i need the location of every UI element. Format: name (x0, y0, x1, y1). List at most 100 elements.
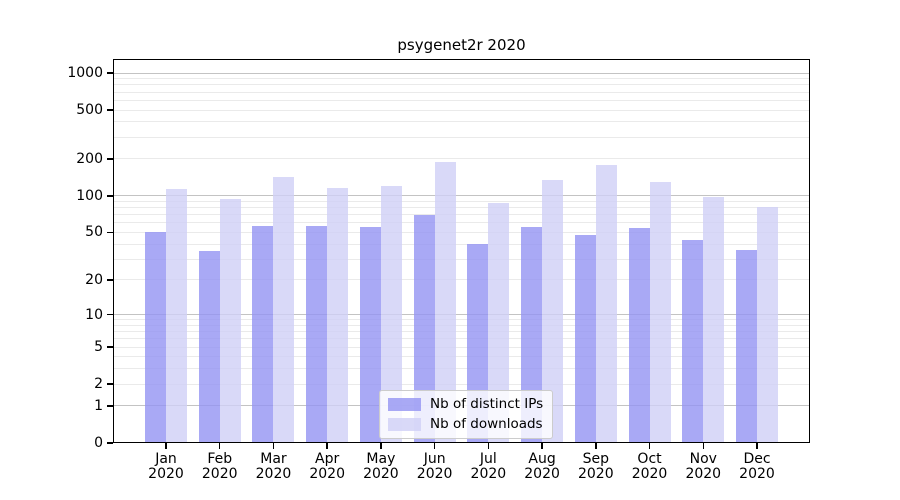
x-tick-mark (165, 443, 167, 449)
x-tick-mark (702, 443, 705, 449)
minor-gridline (113, 136, 810, 138)
bar-downloads-mar (273, 177, 295, 443)
legend: Nb of distinct IPs Nb of downloads (379, 390, 554, 439)
x-tick-mark (326, 443, 328, 449)
bar-distinct-ips-sep (574, 234, 596, 443)
y-tick-mark (107, 231, 113, 234)
y-tick-label: 10 (85, 306, 103, 323)
bar-distinct-ips-mar (252, 226, 274, 443)
minor-gridline (113, 99, 810, 101)
x-tick-label: Apr 2020 (309, 451, 345, 482)
x-tick-mark (541, 443, 543, 449)
plot-area: 0 1 2 5 10 20 50 100 200 500 1000 Jan 2020 Feb 2020… (67, 59, 810, 482)
minor-gridline (113, 231, 810, 233)
bar-downloads-aug (542, 179, 564, 443)
x-tick-label: Feb 2020 (201, 451, 238, 482)
minor-gridline (113, 78, 810, 80)
legend-label: Nb of distinct IPs (430, 396, 544, 412)
bar-distinct-ips-oct (628, 228, 650, 443)
minor-gridline (113, 279, 810, 281)
bar-downloads-may (380, 186, 402, 443)
y-tick-label: 100 (76, 187, 103, 204)
y-tick-mark (107, 109, 113, 111)
minor-gridline (113, 346, 810, 348)
bar-downloads-oct (649, 181, 671, 443)
x-tick-label: Jan 2020 (148, 451, 184, 482)
y-tick-mark (107, 442, 113, 444)
bar-distinct-ips-aug (521, 227, 543, 443)
bar-downloads-apr (327, 188, 349, 443)
minor-gridline (113, 356, 810, 358)
x-tick-mark (648, 443, 651, 449)
minor-gridline (113, 243, 810, 245)
x-tick-mark (218, 443, 221, 449)
y-tick-mark (107, 313, 113, 316)
y-tick-mark (107, 346, 113, 348)
y-tick-mark (107, 383, 113, 385)
chart-title: psygenet2r 2020 (397, 36, 526, 54)
bar-distinct-ips-dec (736, 249, 757, 443)
minor-gridline (113, 121, 810, 123)
y-tick-label: 5 (94, 339, 103, 356)
x-tick-label: Sep 2020 (577, 451, 614, 482)
legend-row: Nb of distinct IPs (388, 397, 543, 412)
bar-downloads-sep (595, 164, 617, 443)
minor-gridline (113, 207, 810, 209)
legend-row: Nb of downloads (388, 417, 543, 432)
bar-downloads-jun (434, 161, 456, 443)
x-tick-label: May 2020 (363, 451, 399, 482)
x-tick-label: Jul 2020 (470, 451, 507, 482)
minor-gridline (113, 324, 810, 326)
bar-downloads-feb (219, 198, 241, 443)
bar-distinct-ips-apr (306, 225, 328, 443)
y-tick-mark (107, 279, 113, 281)
bar-downloads-jan (166, 189, 187, 443)
y-tick-mark (107, 405, 113, 407)
legend-swatch-downloads (388, 418, 421, 431)
y-tick-label: 50 (85, 224, 103, 241)
x-tick-mark (380, 443, 382, 449)
minor-gridline (113, 383, 810, 385)
x-tick-mark (487, 443, 490, 449)
y-tick-label: 500 (76, 102, 103, 119)
y-tick-label: 0 (94, 435, 103, 451)
minor-gridline (113, 338, 810, 340)
minor-gridline (113, 91, 810, 93)
legend-swatch-distinct-ips (388, 398, 421, 411)
y-tick-label: 1000 (67, 65, 103, 81)
minor-gridline (113, 200, 810, 202)
y-tick-label: 20 (85, 271, 103, 288)
bar-distinct-ips-jun (413, 214, 435, 443)
y-tick-label: 1 (94, 397, 103, 414)
x-tick-mark (595, 443, 597, 449)
major-gridline (113, 314, 810, 316)
bar-distinct-ips-jan (145, 232, 166, 443)
major-gridline (113, 72, 810, 74)
minor-gridline (113, 222, 810, 224)
minor-gridline (113, 258, 810, 260)
bar-distinct-ips-feb (198, 251, 220, 443)
x-tick-label: Mar 2020 (255, 451, 292, 482)
x-tick-label: Aug 2020 (524, 451, 560, 482)
minor-gridline (113, 214, 810, 216)
y-tick-label: 200 (76, 150, 103, 167)
x-tick-label: Oct 2020 (631, 451, 668, 482)
minor-gridline (113, 158, 810, 160)
minor-gridline (113, 368, 810, 370)
x-tick-mark (433, 443, 436, 449)
bar-downloads-nov (703, 197, 725, 443)
x-tick-label: Jun 2020 (416, 451, 453, 482)
bar-distinct-ips-may (359, 227, 381, 443)
minor-gridline (113, 331, 810, 333)
legend-label: Nb of downloads (430, 416, 543, 432)
bar-distinct-ips-nov (682, 240, 704, 443)
major-gridline (113, 195, 810, 197)
y-tick-mark (107, 158, 113, 160)
y-tick-mark (107, 72, 113, 74)
x-tick-label: Dec 2020 (739, 451, 775, 482)
bar-downloads-dec (757, 206, 778, 443)
minor-gridline (113, 84, 810, 86)
x-tick-mark (272, 443, 275, 449)
bar-downloads-jul (488, 202, 510, 443)
